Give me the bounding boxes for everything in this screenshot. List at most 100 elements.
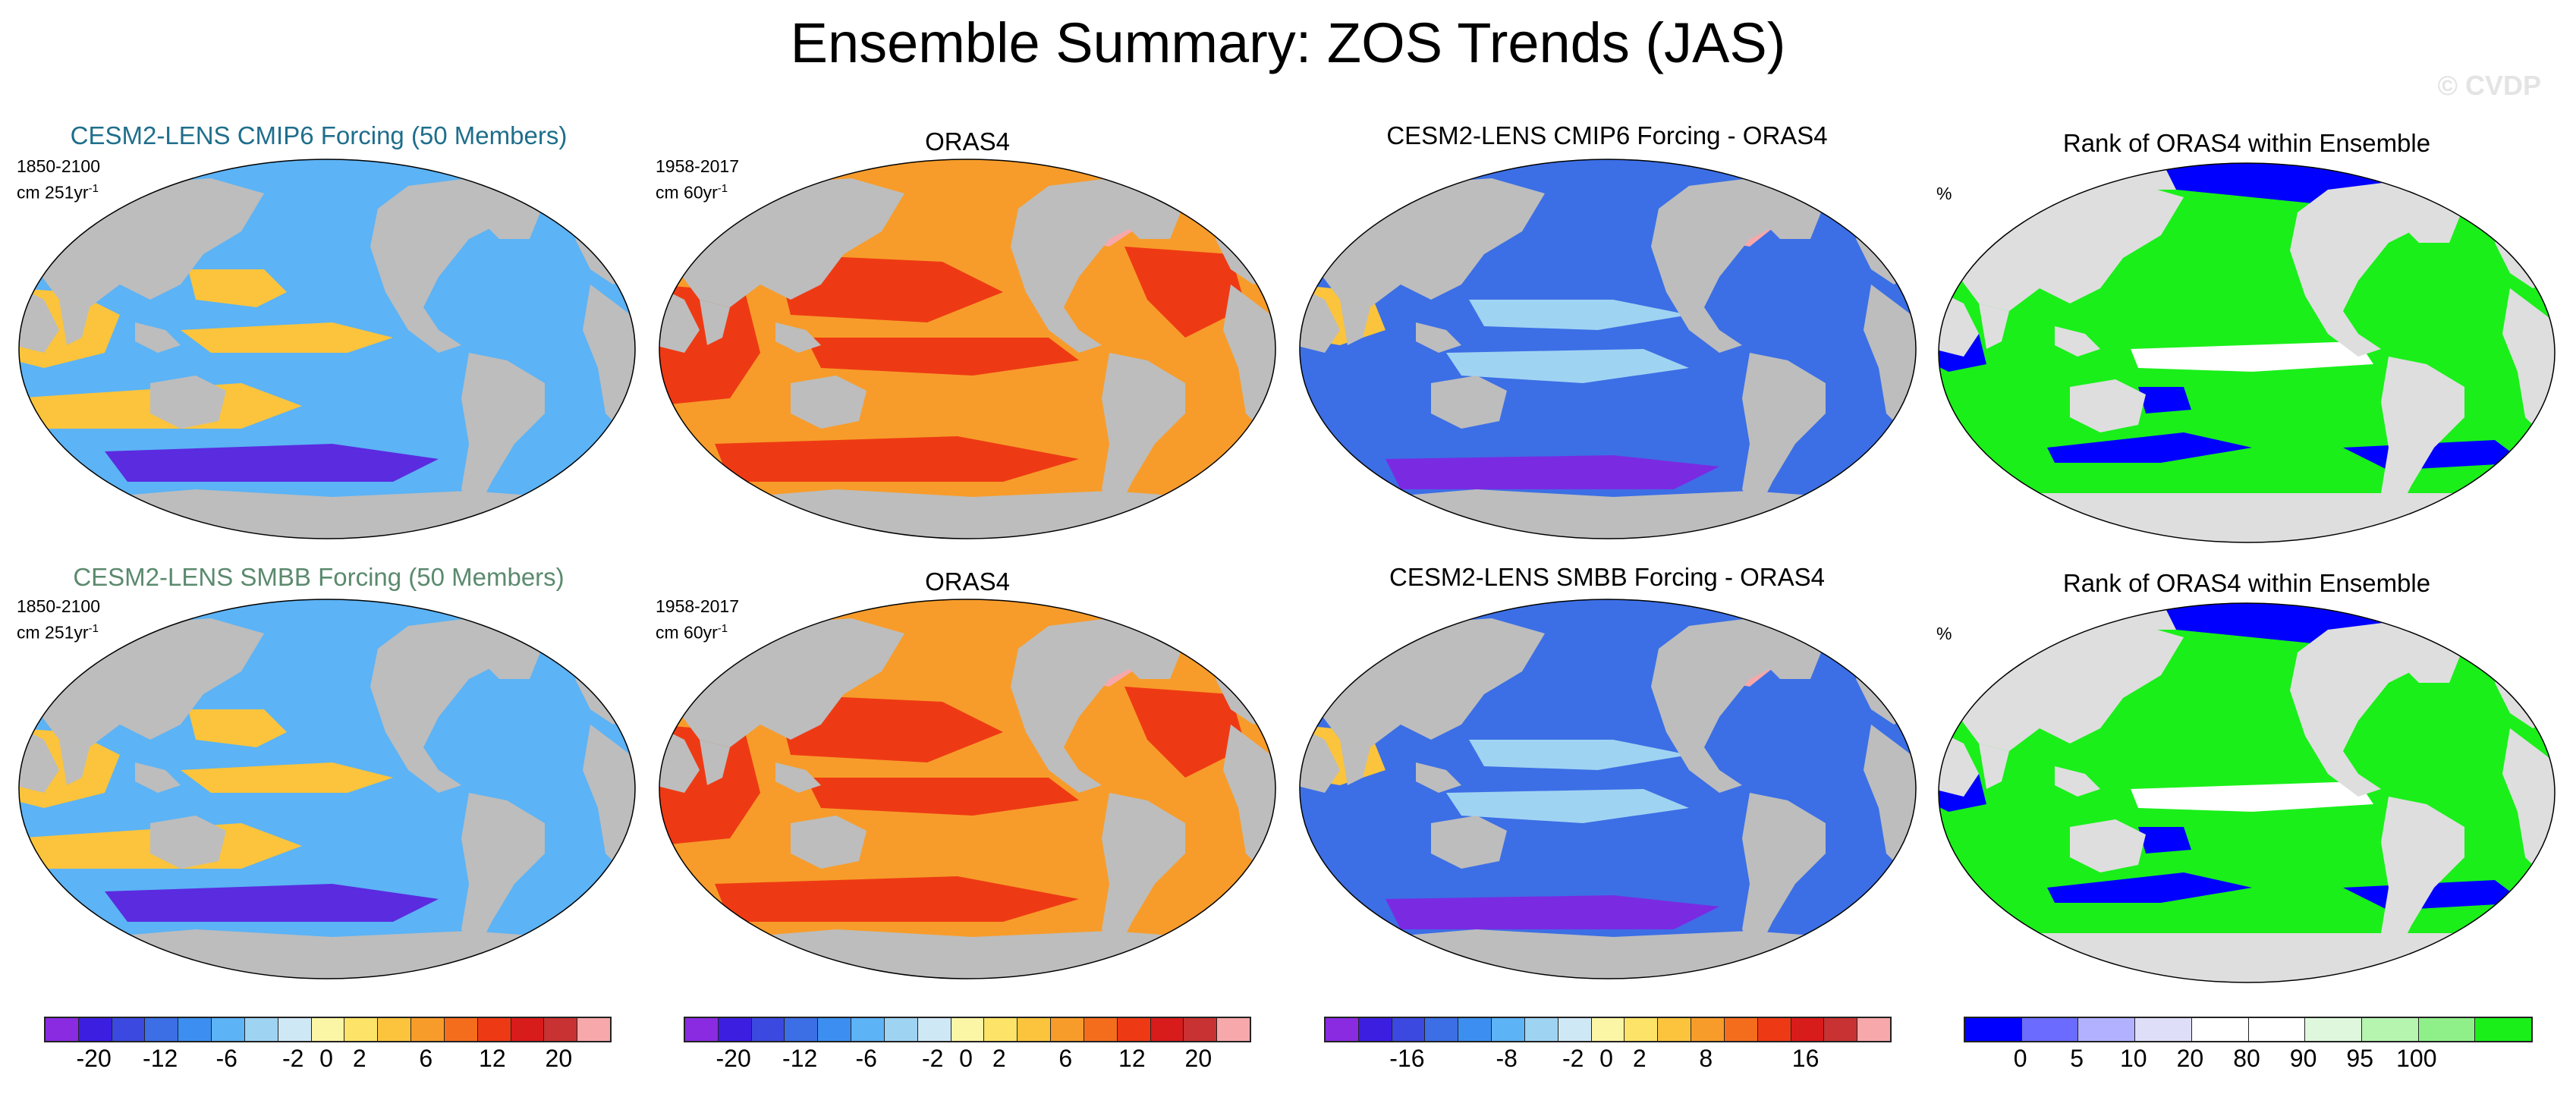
colorbar-tick-label: 0	[319, 1045, 333, 1072]
colorbar-diff	[1324, 1017, 1892, 1042]
colorbar-swatch	[2078, 1018, 2136, 1041]
colorbar-swatch	[1591, 1018, 1625, 1041]
colorbar-swatch	[1558, 1018, 1592, 1041]
land-maritime	[135, 322, 181, 353]
colorbar-swatch	[1184, 1018, 1218, 1041]
land-india	[59, 300, 90, 345]
land-maritime	[1416, 762, 1461, 793]
land-antarctica	[1979, 493, 2525, 542]
anomaly-region	[181, 762, 393, 793]
anomaly-region	[806, 338, 1079, 376]
globe-outline	[1299, 159, 1917, 539]
colorbar-swatch	[1724, 1018, 1758, 1041]
map-rank-2	[1938, 602, 2556, 983]
colorbar-swatch	[1117, 1018, 1151, 1041]
colorbar-swatch	[917, 1018, 951, 1041]
map-field	[659, 159, 1275, 539]
colorbar-swatch	[1824, 1018, 1858, 1041]
map-field	[19, 159, 635, 539]
panel-title-ensemble-smbb: CESM2-LENS SMBB Forcing (50 Members)	[73, 563, 565, 591]
units-text: cm 60yr	[656, 622, 718, 643]
land-maritime	[1416, 322, 1461, 353]
panel-title-obs-1: ORAS4	[925, 127, 1010, 156]
colorbar-swatch	[751, 1018, 785, 1041]
land-africa	[1864, 725, 1916, 869]
map-field	[1939, 603, 2555, 982]
colorbar-swatch	[2305, 1018, 2362, 1041]
units-exponent: -1	[717, 622, 728, 635]
colorbar-swatch	[1150, 1018, 1184, 1041]
colorbar-swatch	[718, 1018, 752, 1041]
anomaly-region	[1124, 687, 1246, 778]
colorbar-tick-label: 20	[1184, 1045, 1213, 1072]
colorbar-tick-label: -2	[1562, 1045, 1584, 1072]
land-americasS	[2381, 797, 2464, 956]
period-label: 1850-2100	[17, 596, 100, 616]
colorbar-tick-label: 0	[2013, 1045, 2027, 1072]
globe-outline	[659, 599, 1276, 979]
land-americasN	[2290, 622, 2434, 797]
colorbar-swatch	[1425, 1018, 1459, 1041]
land-americasS	[1102, 793, 1185, 952]
land-australia	[150, 816, 226, 869]
units-text: cm 251yr	[17, 622, 89, 643]
land-antarctica	[59, 489, 605, 539]
colorbar-swatch	[1217, 1018, 1250, 1041]
land-americasS	[1102, 353, 1185, 512]
anomaly-region	[181, 322, 393, 353]
colorbar-tick-label: 20	[545, 1045, 573, 1072]
land-africa	[2502, 288, 2555, 432]
colorbar-tick-label: 90	[2289, 1045, 2317, 1072]
colorbar-tick-label: 5	[2070, 1045, 2084, 1072]
colorbar-swatch	[785, 1018, 819, 1041]
colorbar-swatch	[1757, 1018, 1791, 1041]
map-field	[659, 599, 1275, 979]
globe-outline	[1299, 599, 1917, 979]
land-antarctica	[1979, 933, 2525, 982]
colorbar-swatch	[444, 1018, 478, 1041]
colorbar-swatch	[244, 1018, 278, 1041]
anomaly-region	[1386, 455, 1719, 489]
land-australia	[2070, 819, 2146, 872]
map-ensemble-smbb	[18, 599, 636, 979]
colorbar-tick-label: 80	[2233, 1045, 2260, 1072]
globe-outline	[18, 159, 636, 539]
land-australia	[791, 376, 867, 429]
colorbar-swatch	[2021, 1018, 2079, 1041]
map-field	[1939, 163, 2555, 542]
rank-units-1: %	[1936, 184, 1952, 203]
land-antarctica	[1340, 929, 1886, 979]
anomaly-region	[715, 876, 1079, 922]
panel-title-ensemble-cmip6: CESM2-LENS CMIP6 Forcing (50 Members)	[70, 121, 568, 149]
colorbar-swatch	[212, 1018, 245, 1041]
land-antarctica	[700, 489, 1246, 539]
land-americasN	[1651, 618, 1795, 793]
land-india	[700, 300, 730, 345]
anomaly-region	[1469, 300, 1689, 330]
units-exponent: -1	[717, 182, 728, 195]
colorbar-swatch	[1524, 1018, 1558, 1041]
period-label: 1850-2100	[17, 156, 100, 176]
colorbar-swatch	[1658, 1018, 1692, 1041]
colorbar-tick-label: -2	[282, 1045, 304, 1072]
land-australia	[1431, 376, 1507, 429]
colorbar-swatch	[411, 1018, 445, 1041]
land-americasS	[2381, 357, 2464, 516]
units-label: cm 60yr-1	[656, 178, 739, 204]
panel-title-rank-1: Rank of ORAS4 within Ensemble	[2062, 129, 2431, 157]
colorbar-swatch	[984, 1018, 1018, 1041]
colorbar-swatch	[1084, 1018, 1118, 1041]
colorbar-tick-label: 12	[1118, 1045, 1146, 1072]
land-africa	[2502, 728, 2555, 872]
units-label: cm 251yr-1	[17, 178, 100, 204]
land-maritime	[775, 762, 821, 793]
globe-outline	[659, 159, 1276, 539]
colorbar-tick-label: -12	[143, 1045, 178, 1072]
colorbar-swatch	[1392, 1018, 1426, 1041]
colorbar-swatch	[1691, 1018, 1725, 1041]
map-diff-cmip6	[1299, 159, 1917, 539]
colorbar-swatch	[1458, 1018, 1492, 1041]
anomaly-region	[2131, 781, 2373, 812]
colorbar-swatch	[112, 1018, 146, 1041]
panel-meta-obs-1: 1958-2017 cm 60yr-1	[656, 156, 739, 204]
